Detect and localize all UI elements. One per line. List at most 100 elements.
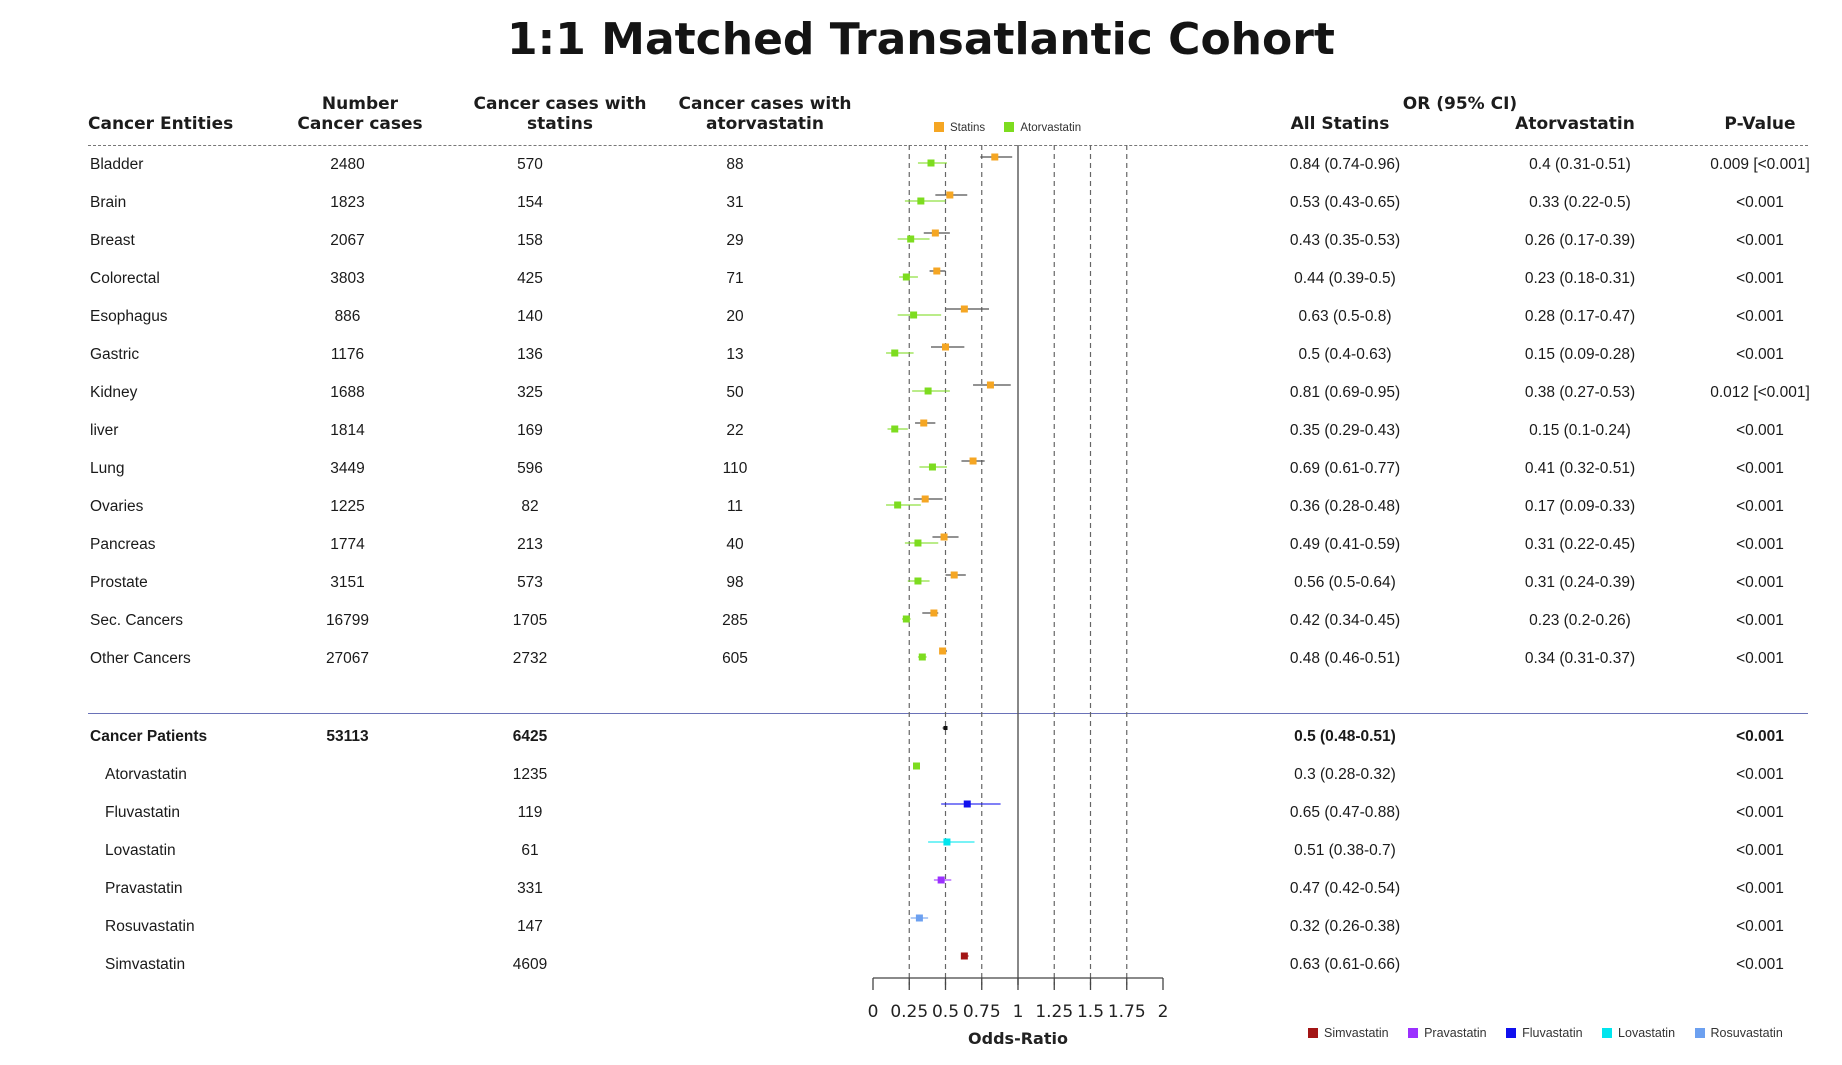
legend-item-simvastatin: Simvastatin [1308,1026,1389,1040]
x-tick-label: 0.75 [963,1002,1001,1022]
atorvastatin-mark-point [927,159,935,167]
cancer-row-name: Prostate [90,574,148,591]
atorvastatin-mark-point [918,653,926,661]
patients-total-or_all: 0.5 (0.48-0.51) [1294,728,1396,745]
cancer-row-n: 1814 [330,422,365,439]
legend-swatch-statins [934,122,944,132]
statin-mark-atorvastatin-point [913,762,920,770]
statin-row-or_all: 0.3 (0.28-0.32) [1294,766,1396,783]
statin-mark-lovastatin-point [943,838,951,846]
legend-item-lovastatin: Lovastatin [1602,1026,1675,1040]
atorvastatin-mark-point [928,463,936,471]
cancer-row-or_all: 0.36 (0.28-0.48) [1289,498,1401,515]
cancer-row-atorva: 22 [726,422,744,439]
cancer-row-p: <0.001 [1736,194,1784,211]
cancer-row-name: Sec. Cancers [90,612,184,629]
x-tick-label: 1 [1013,1002,1024,1022]
statins-mark-point [939,647,947,655]
statins-mark-point [921,495,929,503]
cancer-row-n: 1688 [330,384,365,401]
cancer-row-name: Gastric [90,346,140,363]
cancer-row-or_atorva: 0.38 (0.27-0.53) [1524,384,1636,401]
atorvastatin-mark-point [891,425,899,433]
cancer-row-or_all: 0.63 (0.5-0.8) [1298,308,1392,325]
cancer-row-statins: 140 [517,308,543,325]
statins-mark-point [933,267,941,275]
cancer-row-or_atorva: 0.41 (0.32-0.51) [1524,460,1636,477]
statin-row-statins: 4609 [512,956,548,973]
statins-mark-point [942,343,949,351]
cancer-row-statins: 596 [517,460,543,477]
statin-row-p: <0.001 [1736,956,1784,973]
cancer-row-or_atorva: 0.17 (0.09-0.33) [1524,498,1636,515]
header-statins: Cancer cases with statins [473,94,647,134]
statin-row-statins: 61 [521,842,539,859]
legend-bottom: Simvastatin Pravastatin Fluvastatin Lova… [1308,1026,1799,1040]
legend-swatch-fluvastatin [1506,1028,1517,1038]
cancer-row-or_all: 0.49 (0.41-0.59) [1289,536,1401,553]
cancer-row-or_atorva: 0.23 (0.18-0.31) [1524,270,1636,287]
statin-row-or_all: 0.63 (0.61-0.66) [1289,956,1401,973]
legend-item-atorvastatin: Atorvastatin [1004,122,1081,134]
atorvastatin-mark-point [894,501,902,509]
legend-swatch-lovastatin [1602,1028,1613,1038]
statins-mark-point [946,191,954,199]
header-or-group: OR (95% CI) [1402,94,1518,114]
cancer-row-or_all: 0.35 (0.29-0.43) [1289,422,1401,439]
patients-total-n: 53113 [326,728,369,745]
cancer-row-p: <0.001 [1736,232,1784,249]
cancer-row-n: 3449 [330,460,365,477]
cancer-row-atorva: 50 [726,384,744,401]
cancer-row-or_atorva: 0.31 (0.24-0.39) [1524,574,1636,591]
cancer-row-n: 1225 [330,498,365,515]
cancer-row-p: <0.001 [1736,536,1784,553]
atorvastatin-mark-point [891,349,899,357]
header-divider [88,145,1808,146]
statin-row-or_all: 0.32 (0.26-0.38) [1289,918,1401,935]
cancer-row-statins: 1705 [512,612,548,629]
cancer-row-p: 0.012 [<0.001] [1710,384,1810,401]
statins-mark-point [950,571,958,579]
cancer-row-name: Other Cancers [90,650,191,667]
cancer-row-or_atorva: 0.15 (0.09-0.28) [1524,346,1636,363]
statins-mark-point [986,381,994,389]
legend-item-pravastatin: Pravastatin [1408,1026,1487,1040]
statin-mark-pravastatin-point [937,876,945,884]
statins-mark-point [931,229,939,237]
cancer-row-atorva: 29 [726,232,744,249]
cancer-row-atorva: 88 [726,156,744,173]
statin-row-p: <0.001 [1736,918,1784,935]
statin-row-name: Atorvastatin [105,766,187,783]
cancer-row-or_atorva: 0.34 (0.31-0.37) [1524,650,1636,667]
chart-title: 1:1 Matched Transatlantic Cohort [507,14,1335,65]
section-divider [88,713,1808,714]
cancer-row-n: 3803 [330,270,365,287]
cancer-row-statins: 158 [517,232,543,249]
cancer-row-p: <0.001 [1736,574,1784,591]
cancer-row-atorva: 71 [726,270,744,287]
cancer-row-or_atorva: 0.31 (0.22-0.45) [1524,536,1636,553]
cancer-row-name: liver [90,422,119,439]
header-pvalue: P-Value [1724,114,1796,134]
cancer-row-statins: 570 [517,156,543,173]
statins-mark-point [930,609,938,617]
cancer-row-name: Lung [90,460,125,477]
header-or-all-statins: All Statins [1290,114,1390,134]
legend-swatch-simvastatin [1308,1028,1318,1038]
statin-row-statins: 147 [517,918,543,935]
cancer-row-statins: 136 [517,346,543,363]
cancer-row-or_atorva: 0.28 (0.17-0.47) [1524,308,1636,325]
statin-row-p: <0.001 [1736,880,1784,897]
cancer-row-n: 1176 [330,346,365,363]
cancer-row-n: 3151 [330,574,365,591]
cancer-row-name: Pancreas [90,536,156,553]
cancer-row-name: Brain [90,194,127,211]
cancer-row-n: 2067 [330,232,365,249]
statin-row-p: <0.001 [1736,842,1784,859]
cancer-row-n: 16799 [325,612,370,629]
cancer-row-p: <0.001 [1736,346,1784,363]
x-tick-label: 0 [868,1002,879,1022]
statin-row-name: Pravastatin [105,880,183,897]
cancer-row-p: <0.001 [1736,498,1784,515]
